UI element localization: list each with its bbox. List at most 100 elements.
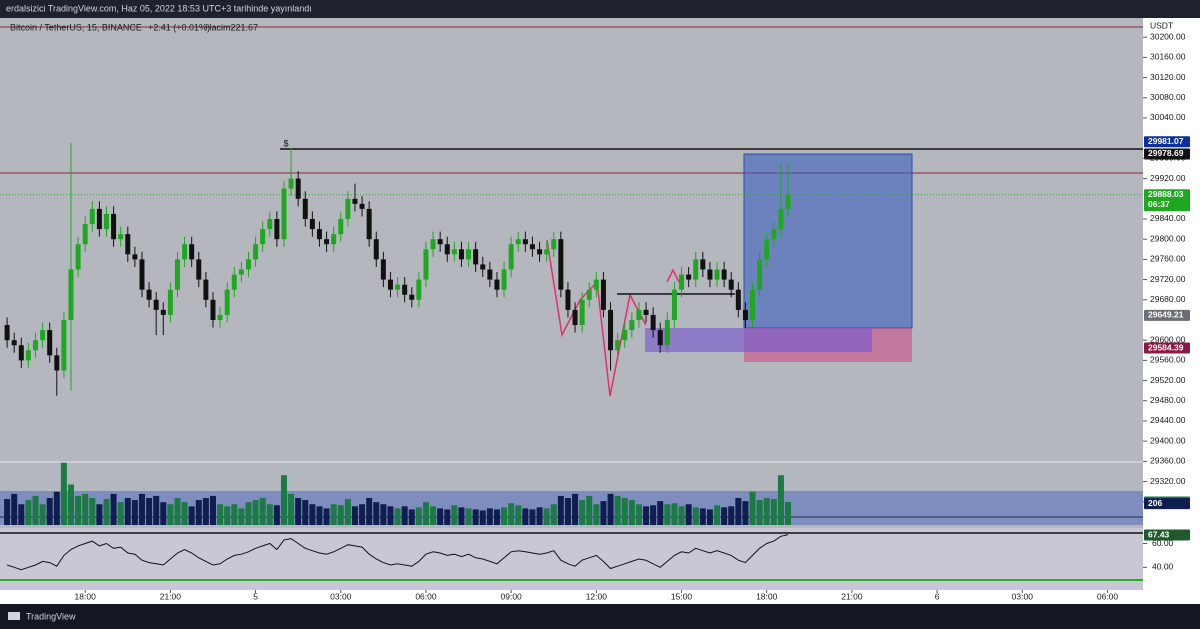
volume-bar (245, 502, 252, 525)
volume-bar (515, 505, 522, 525)
volume-bar (252, 500, 259, 525)
volume-bar (586, 495, 593, 525)
volume-bar (288, 493, 295, 525)
candle-body (622, 330, 628, 341)
candle-body (302, 198, 308, 219)
candle-body (508, 244, 514, 270)
candle-body (203, 279, 209, 300)
volume-bar (572, 493, 579, 525)
y-tick-label: 29920.00 (1150, 173, 1186, 183)
volume-bar (742, 501, 749, 525)
candle-body (679, 274, 685, 290)
candle-body (757, 259, 763, 290)
y-tick-label: 29600.00 (1150, 334, 1186, 344)
candle-body (132, 254, 138, 260)
candle-body (54, 355, 60, 371)
volume-bar (430, 506, 437, 525)
candle-body (380, 259, 386, 280)
x-tick-label: 21:00 (160, 591, 182, 601)
countdown: 06:37 (1148, 199, 1170, 209)
candle-body (146, 289, 152, 300)
volume-bar (408, 509, 415, 525)
candle-body (189, 244, 195, 260)
volume-bar (103, 499, 110, 525)
y-tick-label: 29480.00 (1150, 395, 1186, 405)
volume-bar (706, 509, 713, 525)
candle-body (245, 259, 251, 270)
volume-bar (181, 502, 188, 525)
volume-bar (557, 495, 564, 525)
top-bar (0, 0, 1200, 18)
volume-bar (692, 507, 699, 525)
candle-body (451, 249, 457, 255)
candle-body (395, 284, 401, 290)
volume-bar (195, 500, 202, 525)
price-badge (1144, 342, 1190, 354)
candle-body (544, 249, 550, 255)
volume-bar (600, 501, 607, 525)
candle-body (437, 239, 443, 245)
volume-bar (508, 503, 515, 525)
volume-bar (536, 507, 543, 525)
price-badge (1144, 148, 1190, 160)
price-badge-label: 29888.03 (1148, 189, 1184, 199)
candle-body (473, 249, 479, 265)
candle-body (693, 259, 699, 280)
price-badge-label: 29978.69 (1148, 148, 1184, 158)
candle-body (352, 198, 358, 204)
volume-bar (25, 500, 32, 525)
candle-body (529, 244, 535, 250)
volume-bar (4, 499, 11, 525)
candle-body (324, 239, 330, 245)
price-pane (0, 18, 1143, 462)
rsi-tick-label: 40.00 (1152, 562, 1174, 572)
arrow (666, 268, 680, 283)
volume-bar (153, 495, 160, 525)
volume-bar (777, 475, 784, 525)
volume-bar (302, 500, 309, 525)
candle-body (480, 264, 486, 270)
x-tick-label: 18:00 (75, 591, 97, 601)
candle-body (686, 274, 692, 280)
volume-bar (579, 500, 586, 525)
candle-body (558, 239, 564, 290)
candle-body (785, 194, 791, 209)
price-badge-label: 206 (1148, 498, 1162, 508)
candle-body (615, 340, 621, 351)
volume-bar (273, 505, 280, 525)
volume-bar (96, 504, 103, 525)
rsi-line (6, 534, 789, 571)
candle-body (196, 259, 202, 280)
volume-bar (614, 495, 621, 525)
x-tick-label: 18:00 (756, 591, 778, 601)
volume-bar (82, 493, 89, 525)
volume-bar (394, 508, 401, 525)
candle-body (735, 289, 741, 310)
volume-bar (117, 502, 124, 525)
volume-bar (138, 493, 145, 525)
volume-bar (337, 505, 344, 525)
currency-label: USDT (1150, 20, 1173, 30)
candle-body (89, 208, 95, 225)
candle-body (714, 269, 720, 280)
candle-body (295, 178, 301, 199)
candle-body (68, 269, 74, 320)
volume-bar (664, 504, 671, 525)
volume-bar (678, 506, 685, 525)
volume-bar (124, 498, 131, 525)
candle-body (742, 309, 748, 320)
candle-body (750, 289, 756, 320)
volume-bar (415, 507, 422, 525)
candle-body (267, 218, 273, 230)
candle-body (551, 239, 557, 250)
footer (0, 604, 1200, 629)
volume-bar (32, 495, 39, 525)
x-tick-label: 09:00 (501, 591, 523, 601)
volume-bar (344, 499, 351, 525)
volume-bar (146, 498, 153, 525)
candle-body (572, 309, 578, 326)
volume-bar (593, 504, 600, 525)
annotation: $ (283, 138, 288, 148)
volume-bar (749, 491, 756, 525)
